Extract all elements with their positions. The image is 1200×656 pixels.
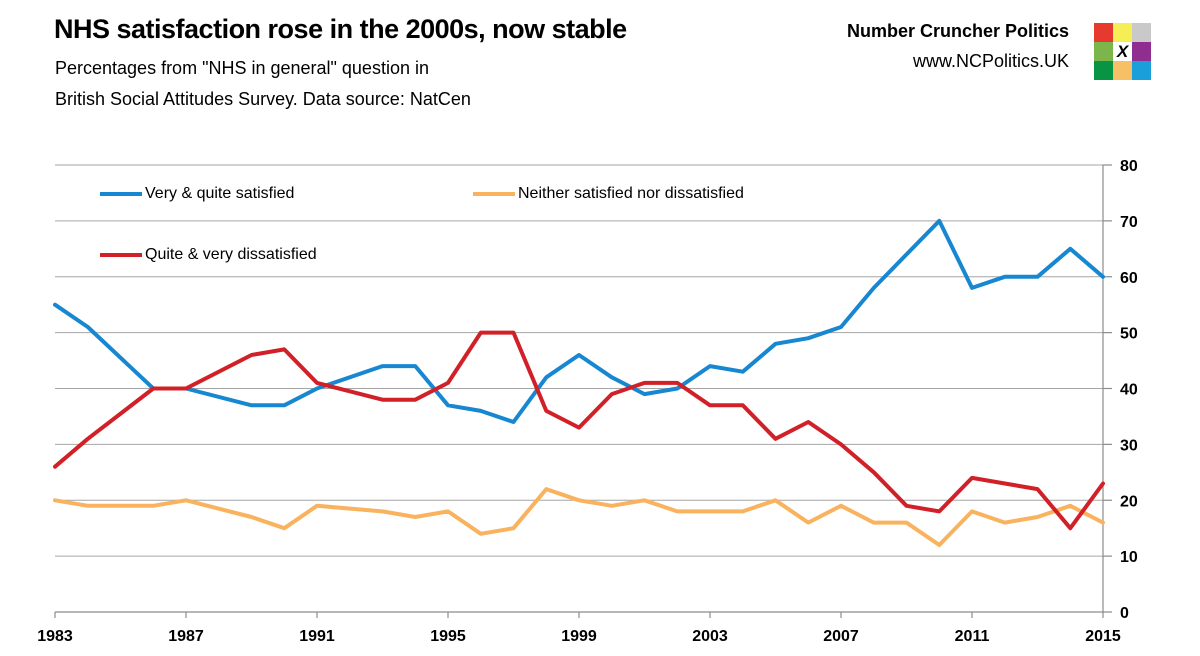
x-tick-label-2003: 2003 [692, 628, 728, 645]
brand-logo: X [1094, 23, 1151, 80]
x-tick-label-1999: 1999 [561, 628, 597, 645]
logo-cell [1132, 42, 1151, 61]
y-tick-label-40: 40 [1120, 382, 1138, 399]
chart-title: NHS satisfaction rose in the 2000s, now … [54, 14, 627, 44]
chart-subtitle-line2: British Social Attitudes Survey. Data so… [55, 89, 471, 109]
logo-cell [1132, 23, 1151, 42]
y-tick-label-60: 60 [1120, 270, 1138, 287]
x-tick-label-1991: 1991 [299, 628, 335, 645]
legend-label-neither: Neither satisfied nor dissatisfied [518, 185, 744, 202]
legend-item-neither: Neither satisfied nor dissatisfied [473, 185, 744, 203]
logo-cell [1094, 61, 1113, 80]
legend-line-sample-satisfied [100, 192, 142, 196]
x-tick-label-2011: 2011 [955, 628, 990, 645]
x-tick-label-1987: 1987 [168, 628, 204, 645]
x-tick-label-2007: 2007 [823, 628, 859, 645]
logo-cell [1094, 23, 1113, 42]
logo-cell [1094, 42, 1113, 61]
logo-x-glyph: X [1113, 42, 1132, 61]
data-line-1 [53, 487, 1105, 547]
data-line-2 [53, 330, 1105, 531]
x-tick-label-1995: 1995 [430, 628, 466, 645]
logo-cell [1113, 61, 1132, 80]
chart-subtitle-line1: Percentages from "NHS in general" questi… [55, 58, 429, 78]
data-line-0 [53, 218, 1105, 424]
brand-name: Number Cruncher Politics [846, 21, 1069, 41]
y-tick-label-20: 20 [1120, 493, 1138, 510]
y-tick-label-80: 80 [1120, 158, 1138, 175]
x-tick-label-2015: 2015 [1085, 628, 1121, 645]
y-tick-label-50: 50 [1120, 326, 1138, 343]
x-tick-label-1983: 1983 [37, 628, 73, 645]
brand-url-link[interactable]: www.NCPolitics.UK [912, 51, 1069, 71]
legend-label-dissatisfied: Quite & very dissatisfied [145, 246, 317, 263]
y-tick-label-0: 0 [1120, 605, 1129, 622]
logo-cell [1113, 23, 1132, 42]
legend-item-dissatisfied: Quite & very dissatisfied [100, 246, 317, 264]
y-tick-label-70: 70 [1120, 214, 1138, 231]
y-tick-label-30: 30 [1120, 437, 1138, 454]
y-tick-label-10: 10 [1120, 549, 1138, 566]
legend-item-satisfied: Very & quite satisfied [100, 185, 294, 203]
legend-line-sample-neither [473, 192, 515, 196]
legend-label-satisfied: Very & quite satisfied [145, 185, 295, 202]
logo-cell [1132, 61, 1151, 80]
legend-line-sample-dissatisfied [100, 253, 142, 257]
